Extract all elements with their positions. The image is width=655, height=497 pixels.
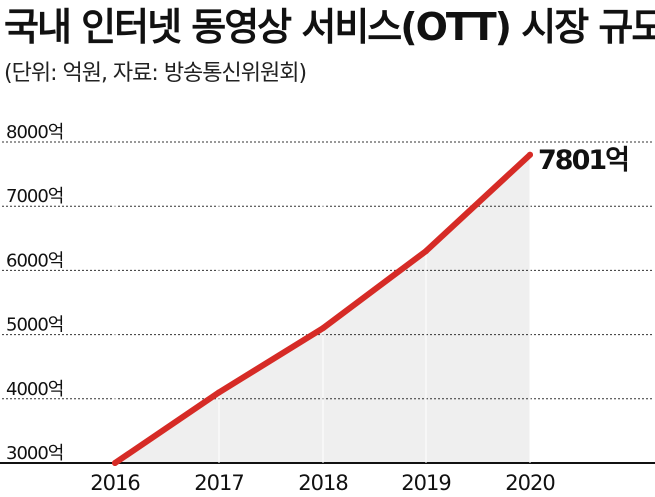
x-tick-label: 2020 — [505, 471, 554, 495]
y-tick-label: 4000억 — [6, 379, 63, 400]
y-tick-label: 6000억 — [6, 250, 63, 271]
chart-title: 국내 인터넷 동영상 서비스(OTT) 시장 규모 — [4, 5, 655, 49]
x-tick-label: 2017 — [194, 471, 243, 495]
x-tick-label: 2016 — [90, 471, 140, 495]
y-tick-label: 8000억 — [6, 122, 63, 143]
data-point — [423, 248, 429, 255]
data-point — [320, 325, 326, 332]
y-tick-label: 7000억 — [6, 186, 63, 207]
end-value-label: 7801억 — [538, 145, 628, 176]
y-tick-label: 5000억 — [6, 315, 63, 336]
x-tick-label: 2019 — [401, 471, 450, 495]
data-point — [112, 460, 118, 466]
data-point — [527, 151, 533, 158]
data-point — [216, 389, 222, 396]
y-tick-label: 3000억 — [6, 443, 63, 464]
x-tick-label: 2018 — [298, 471, 347, 495]
chart-subtitle: (단위: 억원, 자료: 방송통신위원회) — [4, 61, 307, 86]
